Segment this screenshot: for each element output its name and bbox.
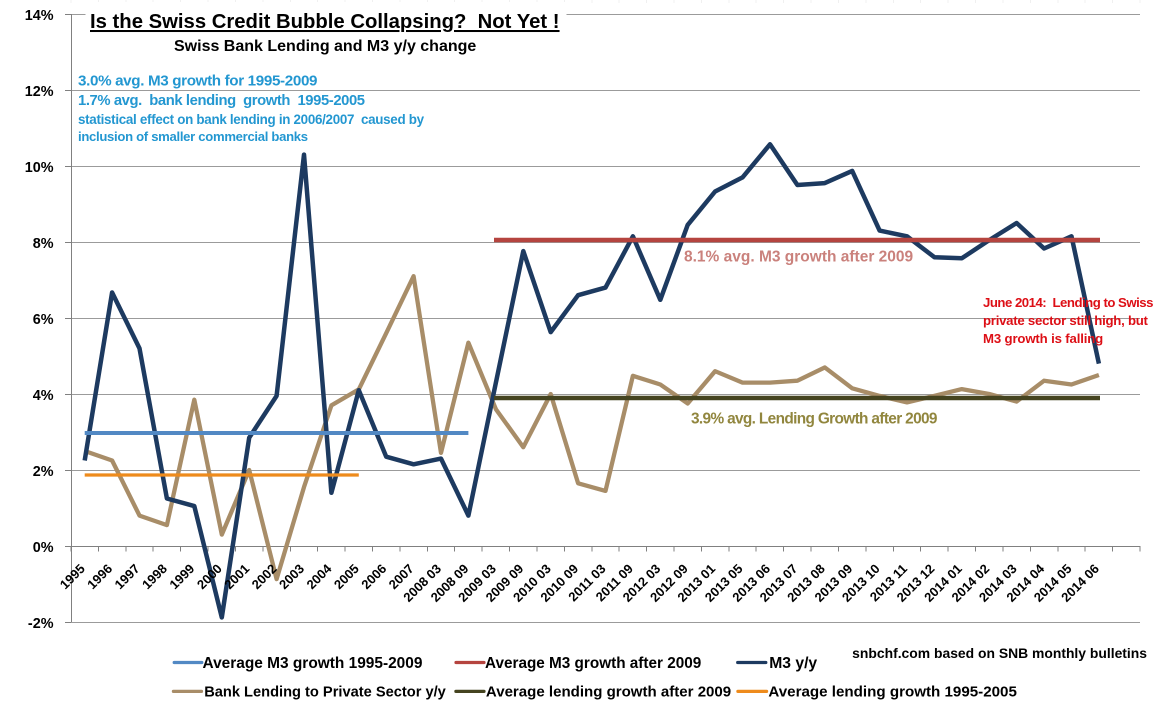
svg-text:8.1% avg. M3 growth after 2009: 8.1% avg. M3 growth after 2009 [684,249,914,266]
svg-text:1.7% avg. bank lending growt: 1.7% avg. bank lending growth 1995-2005 [78,93,365,109]
svg-text:snbchf.com based on SNB monthl: snbchf.com based on SNB monthly bulletin… [852,645,1147,661]
svg-text:Swiss Bank Lending and M3 y/y: Swiss Bank Lending and M3 y/y change [174,38,476,55]
svg-text:2%: 2% [33,464,54,480]
svg-text:private sector still high, but: private sector still high, but [983,313,1149,328]
svg-text:Average lending growth after 2: Average lending growth after 2009 [486,683,731,700]
svg-text:Average lending growth 1995-20: Average lending growth 1995-2005 [768,683,1017,700]
svg-text:statistical effect on bank len: statistical effect on bank lending in 20… [78,112,425,127]
svg-text:4%: 4% [33,388,54,404]
svg-text:0%: 0% [33,540,54,556]
svg-text:Bank Lending to Private Sector: Bank Lending to Private Sector y/y [204,684,446,700]
svg-text:12%: 12% [25,84,54,100]
svg-text:-2%: -2% [28,616,54,632]
svg-text:M3 y/y: M3 y/y [769,655,817,672]
svg-text:inclusion of smaller commercia: inclusion of smaller commercial banks [78,129,308,144]
svg-text:6%: 6% [33,312,54,328]
svg-text:10%: 10% [25,160,54,176]
svg-text:3.0% avg. M3 growth for 1995-2: 3.0% avg. M3 growth for 1995-2009 [78,73,317,90]
svg-text:Is the Swiss Credit Bubble Col: Is the Swiss Credit Bubble Collapsing? N… [90,11,560,33]
svg-text:June 2014: Lending to Swiss: June 2014: Lending to Swiss [983,295,1153,310]
svg-text:3.9% avg. Lending Growth after: 3.9% avg. Lending Growth after 2009 [691,411,937,428]
svg-text:8%: 8% [33,236,54,252]
svg-text:M3 growth is falling: M3 growth is falling [983,331,1103,346]
svg-text:Average M3 growth after 2009: Average M3 growth after 2009 [485,655,701,672]
svg-text:Average M3 growth 1995-2009: Average M3 growth 1995-2009 [203,655,423,672]
svg-text:14%: 14% [25,8,54,24]
